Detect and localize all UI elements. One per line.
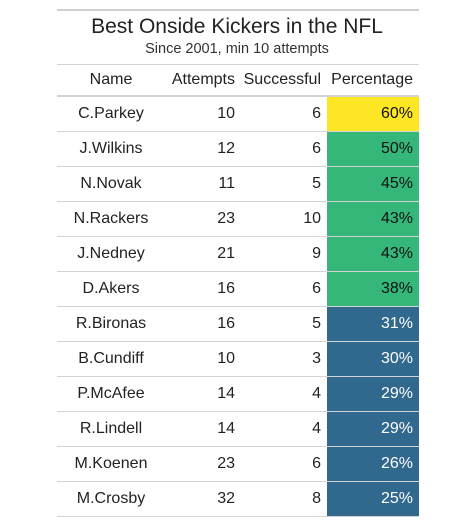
column-header-percentage: Percentage [327,65,419,97]
cell-attempts: 23 [165,201,241,237]
cell-percentage: 50% [327,131,419,167]
cell-successful: 6 [241,131,327,167]
cell-successful: 4 [241,376,327,412]
cell-successful: 6 [241,96,327,132]
cell-name: B.Cundiff [57,341,165,377]
cell-percentage: 60% [327,96,419,132]
cell-successful: 8 [241,481,327,517]
header-row: Name Attempts Successful Percentage [57,65,419,97]
table-row: P.McAfee 14 4 29% [57,376,419,412]
cell-name: M.Koenen [57,446,165,482]
cell-attempts: 32 [165,481,241,517]
table-row: J.Nedney 21 9 43% [57,236,419,272]
cell-percentage: 43% [327,201,419,237]
table-row: R.Lindell 14 4 29% [57,411,419,447]
cell-attempts: 21 [165,236,241,272]
column-header-attempts: Attempts [165,65,241,97]
cell-percentage: 43% [327,236,419,272]
cell-attempts: 10 [165,341,241,377]
cell-attempts: 16 [165,271,241,307]
cell-name: R.Bironas [57,306,165,342]
cell-name: R.Lindell [57,411,165,447]
cell-attempts: 10 [165,96,241,132]
column-header-name: Name [57,65,165,97]
cell-percentage: 30% [327,341,419,377]
cell-attempts: 14 [165,411,241,447]
table-title: Best Onside Kickers in the NFL [91,15,383,38]
cell-successful: 5 [241,166,327,202]
table-row: C.Parkey 10 6 60% [57,96,419,132]
cell-name: N.Rackers [57,201,165,237]
cell-successful: 3 [241,341,327,377]
table-row: M.Crosby 32 8 25% [57,481,419,517]
cell-percentage: 29% [327,411,419,447]
cell-successful: 10 [241,201,327,237]
subtitle-rule [57,64,419,65]
cell-name: J.Wilkins [57,131,165,167]
cell-attempts: 12 [165,131,241,167]
table-subtitle: Since 2001, min 10 attempts [145,41,329,57]
cell-name: N.Novak [57,166,165,202]
cell-percentage: 38% [327,271,419,307]
cell-percentage: 25% [327,481,419,517]
cell-name: D.Akers [57,271,165,307]
cell-successful: 4 [241,411,327,447]
cell-successful: 5 [241,306,327,342]
cell-successful: 6 [241,271,327,307]
table-row: B.Cundiff 10 3 30% [57,341,419,377]
cell-name: C.Parkey [57,96,165,132]
top-rule [57,9,419,11]
table-row: J.Wilkins 12 6 50% [57,131,419,167]
cell-percentage: 31% [327,306,419,342]
cell-percentage: 45% [327,166,419,202]
table-row: R.Bironas 16 5 31% [57,306,419,342]
cell-successful: 6 [241,446,327,482]
cell-attempts: 11 [165,166,241,202]
cell-name: P.McAfee [57,376,165,412]
table-row: N.Rackers 23 10 43% [57,201,419,237]
cell-attempts: 14 [165,376,241,412]
cell-percentage: 29% [327,376,419,412]
table-row: D.Akers 16 6 38% [57,271,419,307]
cell-attempts: 16 [165,306,241,342]
table-row: M.Koenen 23 6 26% [57,446,419,482]
kickers-table: Name Attempts Successful Percentage C.Pa… [57,65,419,517]
cell-successful: 9 [241,236,327,272]
table-row: N.Novak 11 5 45% [57,166,419,202]
cell-percentage: 26% [327,446,419,482]
cell-name: M.Crosby [57,481,165,517]
cell-attempts: 23 [165,446,241,482]
column-header-successful: Successful [241,65,327,97]
cell-name: J.Nedney [57,236,165,272]
